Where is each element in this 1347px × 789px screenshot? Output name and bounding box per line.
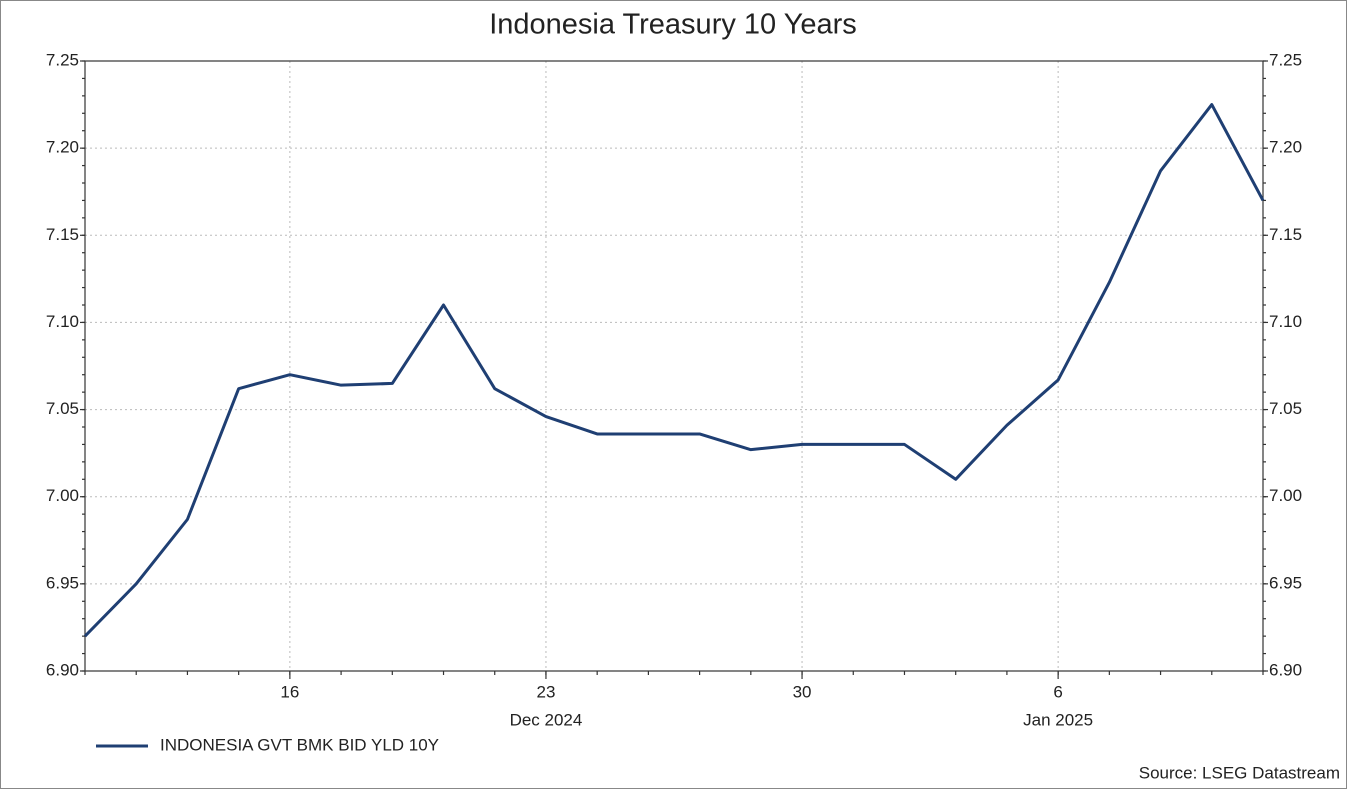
y-tick-label: 7.05 <box>46 399 79 418</box>
y-tick-label: 7.15 <box>46 225 79 244</box>
y-tick-label: 7.25 <box>46 50 79 69</box>
y2-tick-label: 6.90 <box>1269 660 1302 679</box>
plot-area <box>84 60 1264 672</box>
y2-tick-label: 7.25 <box>1269 50 1302 69</box>
legend-label: INDONESIA GVT BMK BID YLD 10Y <box>160 735 439 754</box>
source: Source: LSEG Datastream <box>1139 763 1340 782</box>
x-group-label: Dec 2024 <box>510 710 583 729</box>
y-tick-label: 7.00 <box>46 486 79 505</box>
y2-tick-label: 7.15 <box>1269 225 1302 244</box>
chart-title: Indonesia Treasury 10 Years <box>489 9 857 41</box>
y-tick-label: 6.90 <box>46 660 79 679</box>
x-tick-label: 6 <box>1053 682 1062 701</box>
x-tick-label: 30 <box>793 682 812 701</box>
y2-tick-label: 6.95 <box>1269 573 1302 592</box>
y-tick-label: 7.20 <box>46 138 79 157</box>
x-tick-label: 23 <box>536 682 555 701</box>
y2-tick-label: 7.05 <box>1269 399 1302 418</box>
x-tick-label: 16 <box>280 682 299 701</box>
y-tick-label: 7.10 <box>46 312 79 331</box>
y2-tick-label: 7.20 <box>1269 138 1302 157</box>
y2-tick-label: 7.00 <box>1269 486 1302 505</box>
x-group-label: Jan 2025 <box>1023 710 1093 729</box>
y-tick-label: 6.95 <box>46 573 79 592</box>
y2-tick-label: 7.10 <box>1269 312 1302 331</box>
line-series <box>83 103 1265 638</box>
